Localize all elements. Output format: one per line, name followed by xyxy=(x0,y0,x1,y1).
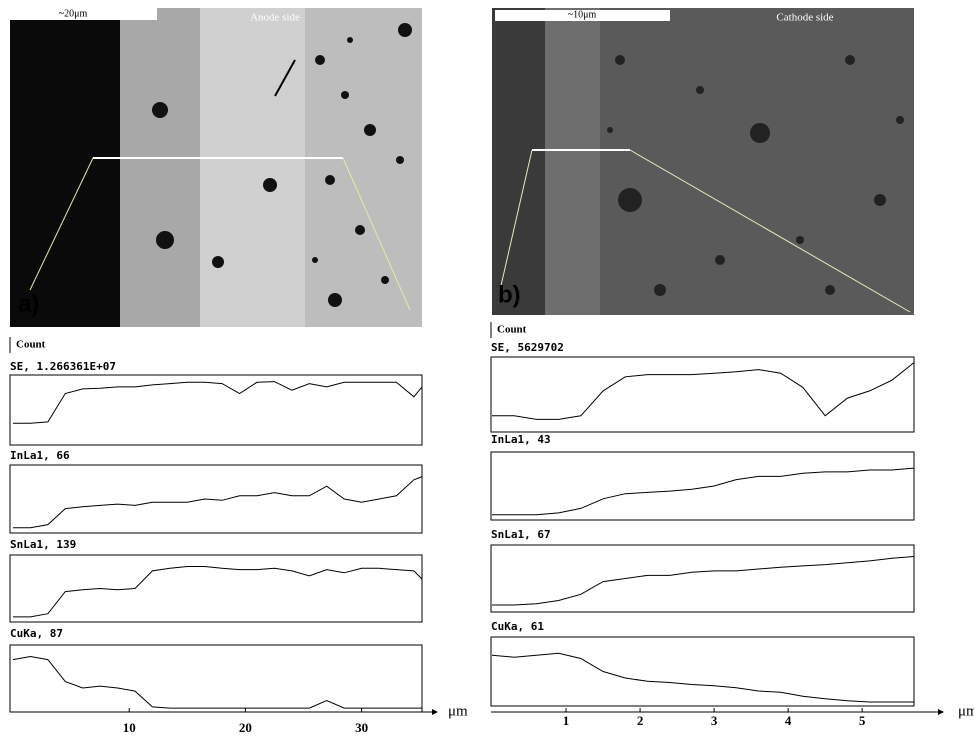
x-tick-label: 5 xyxy=(859,713,866,728)
side-label: Anode side xyxy=(250,12,300,24)
trace-box xyxy=(491,452,914,520)
trace-line xyxy=(13,382,422,424)
trace-box xyxy=(10,645,422,712)
trace-box xyxy=(10,465,422,533)
panel-label: a) xyxy=(18,290,39,317)
x-tick-label: 20 xyxy=(239,720,252,735)
trace-label: CuKa, 87 xyxy=(10,627,63,640)
side-label: Cathode side xyxy=(776,12,833,24)
figure: ~20μm Anode side a) Count SE, 1.266361E+07 In… xyxy=(0,0,974,739)
trace-box xyxy=(491,637,914,706)
trace-line xyxy=(492,363,914,420)
trace-label: InLa1, 43 xyxy=(491,433,551,446)
scale-bar-label: ~10μm xyxy=(568,9,597,20)
x-tick-label: 1 xyxy=(563,713,570,728)
x-axis-label: μm xyxy=(448,703,468,719)
x-axis-arrow xyxy=(432,709,438,715)
x-tick-label: 30 xyxy=(355,720,368,735)
sem-image-b xyxy=(492,8,914,315)
x-axis-arrow xyxy=(938,709,944,715)
sem-image-a xyxy=(10,8,422,327)
trace-line xyxy=(13,657,422,709)
x-tick-label: 2 xyxy=(637,713,644,728)
trace-line xyxy=(492,653,914,702)
y-axis-label: Count xyxy=(497,324,527,336)
trace-label: SnLa1, 139 xyxy=(10,538,76,551)
x-tick-label: 4 xyxy=(785,713,792,728)
page: ~20μm Anode side a) Count SE, 1.266361E+07 In… xyxy=(0,0,974,739)
trace-box xyxy=(491,545,914,612)
trace-label: SnLa1, 67 xyxy=(491,528,551,541)
trace-box xyxy=(10,375,422,445)
trace-label: SE, 5629702 xyxy=(491,341,564,354)
trace-box xyxy=(10,555,422,622)
trace-line xyxy=(13,567,422,617)
scale-bar-label: ~20μm xyxy=(59,8,88,19)
x-tick-label: 10 xyxy=(123,720,136,735)
trace-line xyxy=(492,557,914,606)
x-tick-label: 3 xyxy=(711,713,718,728)
x-axis-label: μm xyxy=(958,703,974,719)
trace-line xyxy=(13,477,422,528)
trace-box xyxy=(491,357,914,432)
trace-label: CuKa, 61 xyxy=(491,620,544,633)
y-axis-label: Count xyxy=(16,339,46,351)
panel-label: b) xyxy=(498,281,521,308)
trace-label: SE, 1.266361E+07 xyxy=(10,360,116,373)
trace-line xyxy=(492,468,914,515)
trace-label: InLa1, 66 xyxy=(10,449,70,462)
